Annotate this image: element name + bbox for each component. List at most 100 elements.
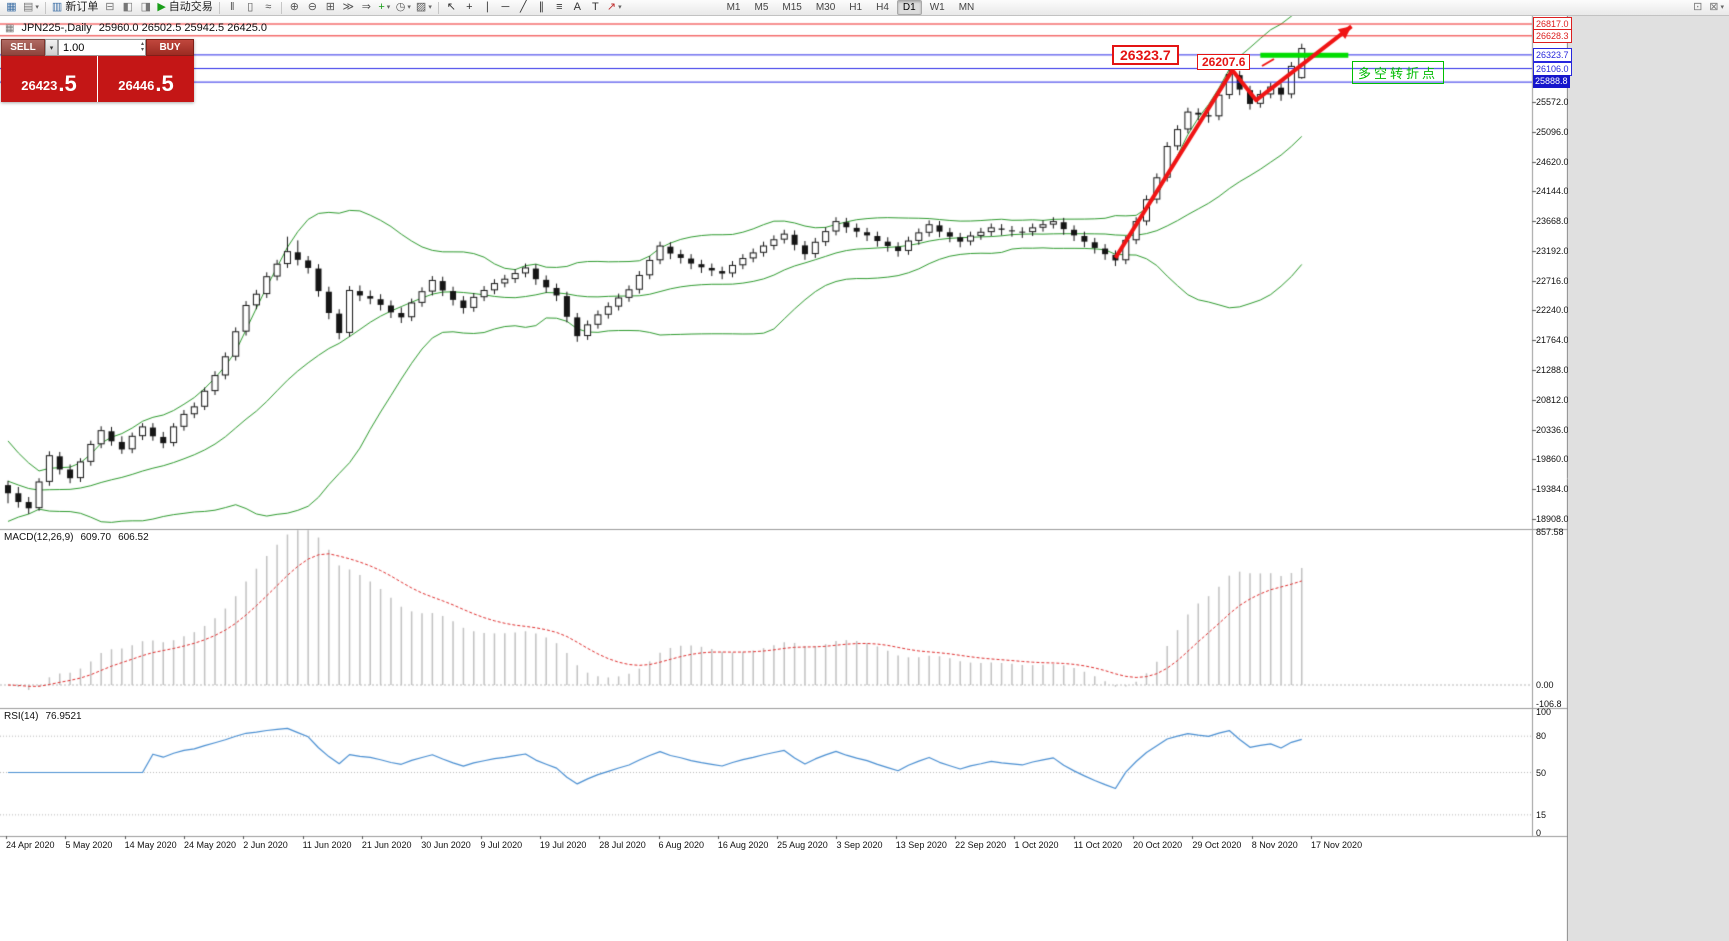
date-tick: 1 Oct 2020 (1014, 840, 1059, 850)
macd-indicator-label: MACD(12,26,9) 609.70 606.52 (4, 532, 149, 543)
more-tools-icon[interactable]: ⊠ ▾ (1707, 0, 1726, 15)
autotrading-button[interactable]: ▶ 自动交易 (155, 0, 214, 15)
buy-price-panel[interactable]: 26446 .5 (98, 56, 194, 102)
timeframe-button-w1[interactable]: W1 (929, 2, 945, 13)
horizontal-line-icon[interactable]: ─ (497, 0, 514, 15)
date-tick: 11 Jun 2020 (302, 840, 352, 850)
market-watch-icon[interactable]: ⊟ (101, 0, 118, 15)
data-window-icon: ◧ (122, 1, 134, 13)
timeframe-button-m1[interactable]: M1 (726, 2, 741, 13)
cursor-icon[interactable]: ↖ (443, 0, 460, 15)
price-tick: 21764.0 (1536, 335, 1569, 346)
price-callout-26323[interactable]: 26323.7 (1112, 45, 1179, 65)
order-type-dropdown[interactable]: ▾ (45, 39, 58, 56)
date-tick: 9 Jul 2020 (480, 840, 523, 850)
periods-icon: ◷ (395, 1, 406, 13)
horizontal-line-icon: ─ (501, 1, 510, 13)
candlestick-chart-icon[interactable]: ▯ (242, 0, 259, 15)
new-chart-icon[interactable]: ▦ (3, 0, 20, 15)
chevron-down-icon: ▾ (386, 4, 391, 11)
auto-scroll-icon[interactable]: ≫ (340, 0, 357, 15)
channel-icon: ∥ (538, 1, 545, 13)
price-tick: 25096.0 (1536, 126, 1569, 137)
crosshair-icon[interactable]: + (461, 0, 478, 15)
date-tick: 8 Nov 2020 (1251, 840, 1298, 850)
label-icon[interactable]: T (587, 0, 604, 15)
rsi-indicator-label: RSI(14) 76.9521 (4, 711, 82, 722)
rsi-axis-value: 80 (1536, 731, 1547, 742)
price-tick: 21288.0 (1536, 365, 1569, 376)
chart-title: ▦ JPN225-,Daily 25960.0 26502.5 25942.5 … (5, 22, 267, 34)
price-tick: 18908.0 (1536, 514, 1569, 525)
data-window-icon[interactable]: ◧ (119, 0, 136, 15)
price-tick: 25572.0 (1536, 96, 1569, 107)
timeframe-button-m5[interactable]: M5 (754, 2, 769, 13)
zoom-out-icon: ⊖ (307, 1, 317, 13)
stepper-down-icon[interactable]: ▾ (140, 47, 144, 53)
price-tick: 19384.0 (1536, 484, 1569, 495)
arrows-icon: ↗ (606, 1, 617, 13)
lot-size-input[interactable] (59, 41, 131, 54)
chart-list-icon[interactable]: ⊡ (1689, 0, 1706, 15)
label-icon: T (591, 1, 599, 13)
vertical-line-icon[interactable]: ∣ (479, 0, 496, 15)
candlestick-chart-icon: ▯ (247, 1, 254, 13)
tile-windows-icon[interactable]: ⊞ (322, 0, 339, 15)
zoom-out-icon[interactable]: ⊖ (304, 0, 321, 15)
sell-price-panel[interactable]: 26423 .5 (1, 56, 98, 102)
timeframe-button-h1[interactable]: H1 (849, 2, 863, 13)
indicators-icon[interactable]: + ▾ (376, 0, 393, 15)
timeframe-button-m30[interactable]: M30 (815, 2, 836, 13)
time-axis[interactable] (0, 836, 1532, 872)
bar-chart-icon: ‖ (230, 1, 235, 13)
timeframe-button-h4[interactable]: H4 (876, 2, 889, 13)
timeframe-button-mn[interactable]: MN (958, 2, 975, 13)
chevron-down-icon: ▾ (49, 44, 54, 52)
macd-axis-value: 857.58 (1536, 527, 1564, 537)
templates-icon[interactable]: ▨ ▾ (414, 0, 434, 15)
macd-signal-value: 606.52 (118, 532, 149, 543)
macd-axis-value: -106.8 (1536, 699, 1562, 710)
toolbar: ▦ ▤ ▾ ▥ 新订单 ⊟ ◧ ◨ ▶ 自动交易 ‖ ▯ ≈ ⊕ ⊖ ⊞ ≫ ⇒ + ▾ ◷ ▾ ▨ ▾ ↖ + ∣ ─ ╱ ∥ ≡ A T ↗ ▾… (0, 0, 1729, 16)
fibonacci-icon[interactable]: ≡ (551, 0, 568, 15)
autotrading-button-label: 自动交易 (168, 1, 213, 13)
chart-shift-icon[interactable]: ⇒ (358, 0, 375, 15)
chart-canvas[interactable] (0, 16, 1568, 941)
lot-size-field: ▴ ▾ (58, 39, 146, 56)
date-tick: 5 May 2020 (65, 840, 113, 850)
periods-icon[interactable]: ◷ ▾ (394, 0, 413, 15)
pivot-point-label[interactable]: 多空转折点 (1352, 61, 1445, 84)
lot-stepper[interactable]: ▴ ▾ (141, 41, 144, 53)
price-tag: 26106.0 (1533, 61, 1572, 76)
timeframe-button-m15[interactable]: M15 (782, 2, 802, 13)
timeframe-button-d1[interactable]: D1 (896, 0, 922, 15)
stepper-up-icon[interactable]: ▴ (140, 41, 144, 47)
new-order-button-label: 新订单 (65, 1, 99, 13)
text-icon[interactable]: A (569, 0, 586, 15)
sell-button[interactable]: SELL (1, 39, 45, 56)
price-axis[interactable] (1532, 16, 1568, 836)
date-tick: 20 Oct 2020 (1133, 840, 1183, 850)
price-tick: 20812.0 (1536, 394, 1569, 405)
bar-chart-icon[interactable]: ‖ (224, 0, 241, 15)
price-tag: 26323.7 (1533, 47, 1572, 62)
crosshair-icon: + (466, 1, 473, 13)
price-tick: 20336.0 (1536, 424, 1569, 435)
timeframe-toolbar: M1 M5 M15 M30 H1 H4 D1 W1 MN (721, 0, 981, 15)
rsi-axis-value: 0 (1536, 828, 1542, 838)
channel-icon[interactable]: ∥ (533, 0, 550, 15)
new-order-button[interactable]: ▥ 新订单 (50, 0, 100, 15)
navigator-icon[interactable]: ◨ (137, 0, 154, 15)
date-tick: 14 May 2020 (124, 840, 177, 850)
trendline-icon[interactable]: ╱ (515, 0, 532, 15)
buy-button[interactable]: BUY (146, 39, 194, 56)
chart-ohlc: 25960.0 26502.5 25942.5 26425.0 (98, 22, 267, 34)
market-watch-icon: ⊟ (105, 1, 115, 13)
arrows-icon[interactable]: ↗ ▾ (605, 0, 624, 15)
zoom-in-icon[interactable]: ⊕ (286, 0, 303, 15)
profiles-icon[interactable]: ▤ ▾ (21, 0, 41, 15)
chart-shift-icon: ⇒ (361, 1, 371, 13)
line-chart-icon[interactable]: ≈ (260, 0, 277, 15)
price-tick: 24144.0 (1536, 186, 1569, 197)
price-callout-26207[interactable]: 26207.6 (1197, 54, 1251, 70)
